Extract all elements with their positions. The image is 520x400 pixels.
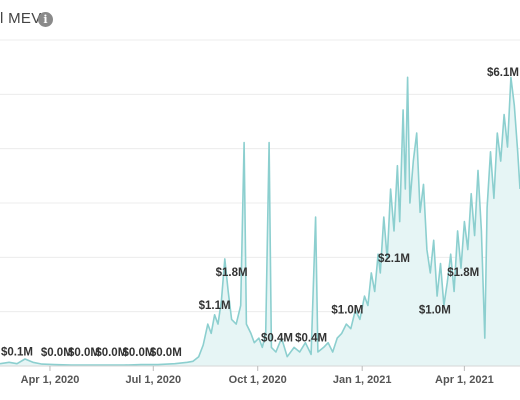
series-line [0, 76, 520, 366]
info-icon[interactable]: i [38, 12, 53, 27]
data-label: $0.0M [95, 347, 127, 359]
data-label: $0.0M [123, 347, 155, 359]
data-label: $0.0M [150, 347, 182, 359]
x-tick-label: Jul 1, 2020 [125, 374, 181, 386]
data-label: $0.1M [1, 346, 33, 358]
x-tick-label: Apr 1, 2021 [435, 374, 494, 386]
data-label: $0.0M [41, 347, 73, 359]
x-tick-label: Jan 1, 2021 [333, 374, 392, 386]
data-label: $1.8M [216, 267, 248, 279]
data-label: $1.8M [447, 267, 479, 279]
data-label: $0.4M [295, 332, 327, 344]
x-axis-ticks: Apr 1, 2020 Jul 1, 2020 Oct 1, 2020 Jan 1, … [0, 365, 520, 386]
x-tick-label: Apr 1, 2020 [21, 374, 80, 386]
data-label: $1.0M [419, 304, 451, 316]
data-label: $1.0M [331, 304, 363, 316]
x-tick-label: Oct 1, 2020 [229, 374, 287, 386]
data-label: $6.1M [487, 67, 519, 79]
data-label: $1.1M [199, 300, 231, 312]
data-labels: $0.1M $0.0M$0.0M$0.0M$0.0M$0.0M$1.1M$1.8M… [1, 67, 519, 359]
data-label: $0.0M [68, 347, 100, 359]
series-area-fill [0, 77, 520, 367]
data-label: $0.4M [261, 332, 293, 344]
data-label: $2.1M [378, 253, 410, 265]
chart-title: l MEV [0, 10, 42, 27]
